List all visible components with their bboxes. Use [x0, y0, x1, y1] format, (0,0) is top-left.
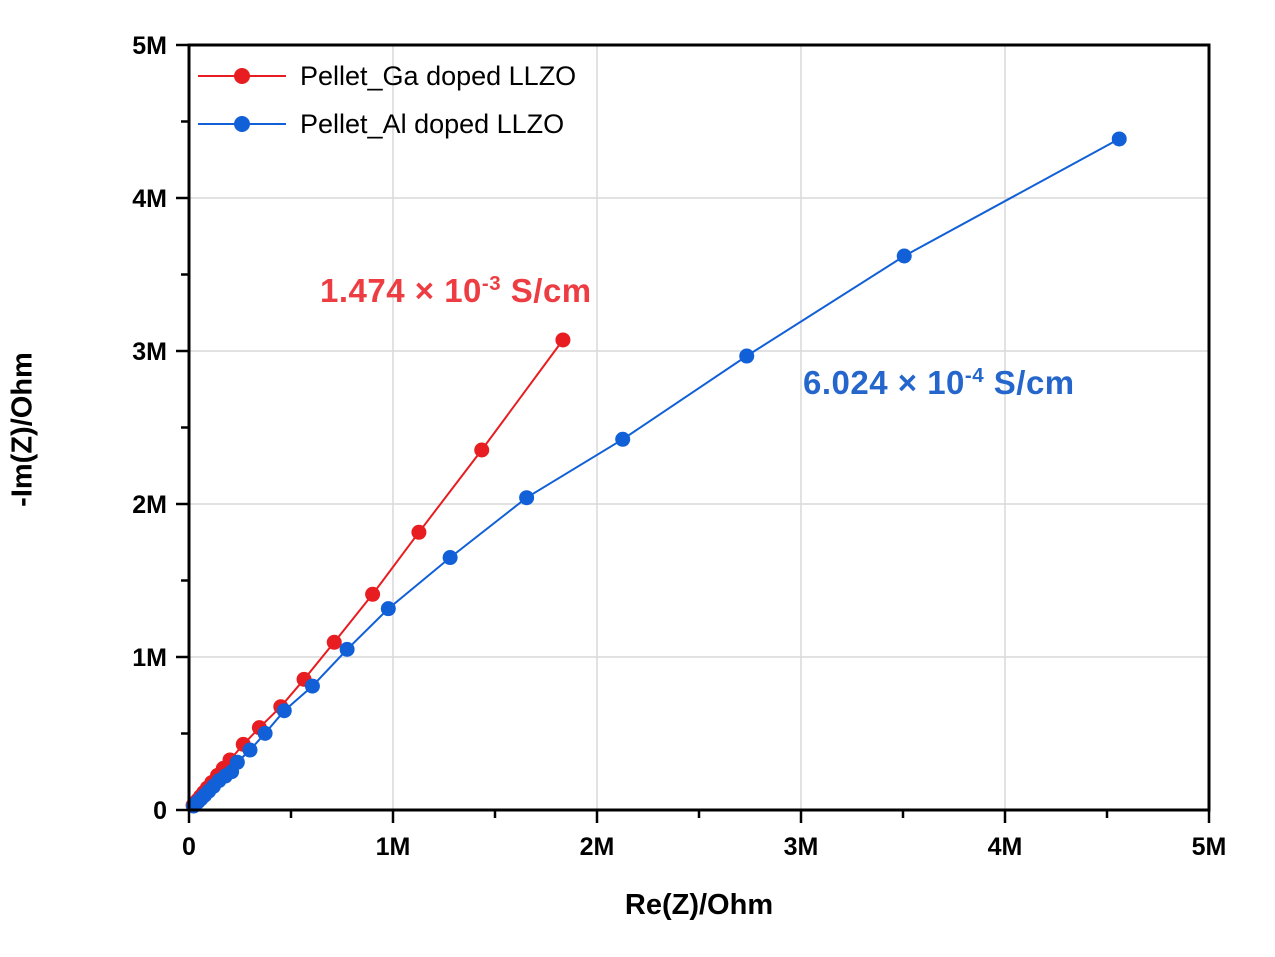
- y-tick-label: 0: [153, 797, 167, 825]
- y-tick-label: 1M: [132, 644, 167, 672]
- data-point-series-1: [519, 490, 535, 506]
- annotation-suffix: S/cm: [984, 364, 1075, 401]
- data-point-series-1: [304, 678, 320, 694]
- data-point-series-1: [229, 754, 245, 770]
- annotation-mantissa: 6.024 × 10: [803, 364, 965, 401]
- x-tick-label: 4M: [988, 833, 1023, 861]
- x-tick-label: 0: [182, 833, 196, 861]
- x-tick-label: 5M: [1192, 833, 1227, 861]
- conductivity-annotation-ga: 1.474 × 10-3 S/cm: [320, 272, 592, 310]
- annotation-exponent: -4: [964, 364, 985, 387]
- x-axis-title: Re(Z)/Ohm: [624, 889, 774, 921]
- legend-dot-icon: [234, 68, 250, 84]
- y-tick-label: 4M: [132, 185, 167, 213]
- data-point-series-1: [242, 742, 258, 758]
- legend-label-ga-doped: Pellet_Ga doped LLZO: [300, 60, 577, 91]
- data-point-series-0: [555, 332, 571, 348]
- data-point-series-0: [474, 442, 490, 458]
- legend-marker-red: [198, 68, 286, 84]
- data-point-series-1: [276, 703, 292, 719]
- y-axis-title: -Im(Z)/Ohm: [6, 352, 39, 507]
- y-tick-label: 3M: [132, 338, 167, 366]
- data-point-series-1: [615, 431, 631, 447]
- y-tick-label: 2M: [132, 491, 167, 519]
- annotation-suffix: S/cm: [501, 272, 592, 309]
- data-point-series-0: [326, 634, 342, 650]
- data-point-series-1: [896, 248, 912, 264]
- y-tick-label: 5M: [132, 32, 167, 60]
- data-point-series-1: [257, 725, 273, 741]
- x-tick-label: 1M: [376, 833, 411, 861]
- legend: Pellet_Ga doped LLZO Pellet_Al doped LLZ…: [198, 52, 576, 148]
- x-tick-label: 2M: [580, 833, 615, 861]
- annotation-mantissa: 1.474 × 10: [320, 272, 482, 309]
- legend-label-al-doped: Pellet_Al doped LLZO: [300, 108, 565, 139]
- legend-item-ga-doped: Pellet_Ga doped LLZO: [198, 52, 576, 100]
- legend-item-al-doped: Pellet_Al doped LLZO: [198, 100, 576, 148]
- data-point-series-1: [380, 601, 396, 617]
- annotation-exponent: -3: [481, 272, 502, 295]
- data-point-series-1: [739, 348, 755, 364]
- legend-marker-blue: [198, 116, 286, 132]
- data-point-series-1: [1111, 131, 1127, 147]
- data-point-series-1: [442, 550, 458, 566]
- data-point-series-0: [365, 586, 381, 602]
- data-point-series-0: [411, 524, 427, 540]
- series-line-0: [192, 339, 564, 807]
- series-line-1: [192, 138, 1120, 807]
- legend-dot-icon: [234, 116, 250, 132]
- conductivity-annotation-al: 6.024 × 10-4 S/cm: [803, 364, 1075, 402]
- x-tick-label: 3M: [784, 833, 819, 861]
- data-point-series-1: [339, 641, 355, 657]
- plot-frame: [187, 43, 1211, 812]
